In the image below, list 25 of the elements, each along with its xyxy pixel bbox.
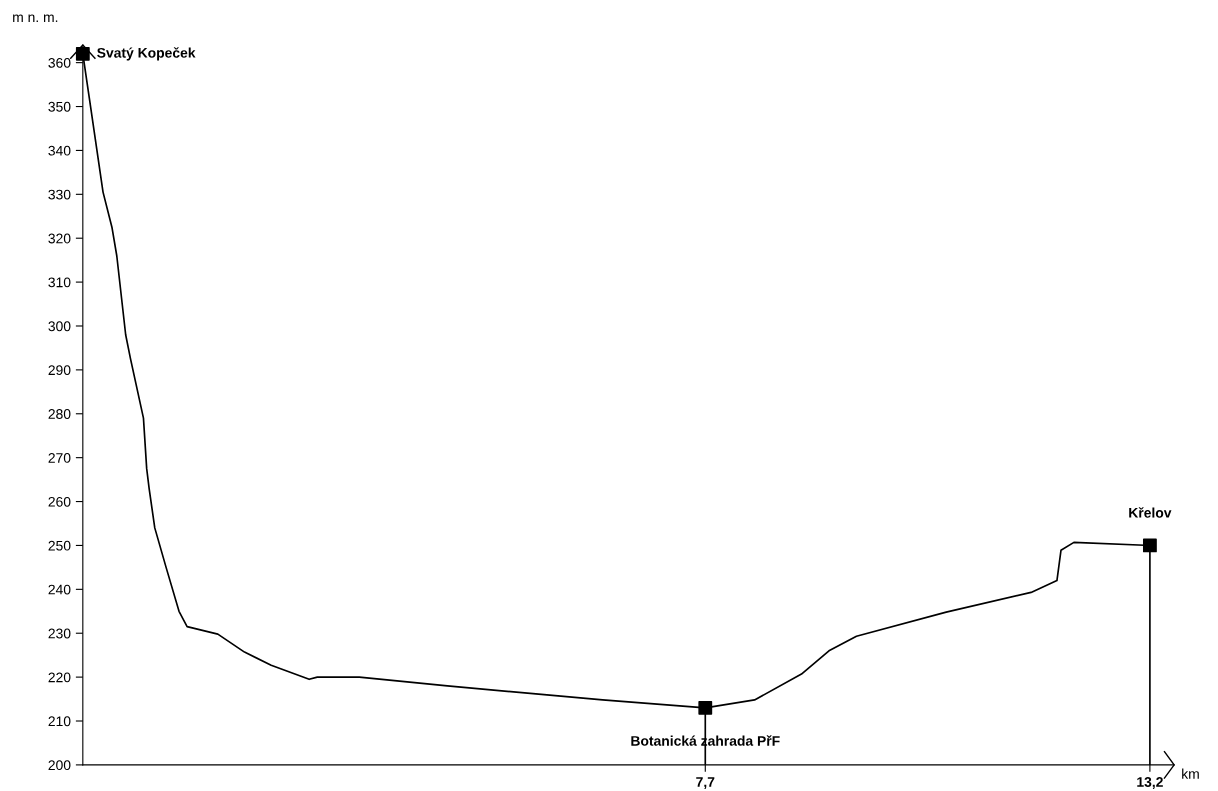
y-tick-label: 330 [48,189,71,200]
point [698,700,713,715]
y-tick-label: 320 [48,233,71,244]
y-tick-label: 290 [48,365,71,376]
y-tick-label: 210 [48,716,71,727]
x-tick-label: 7,7 [696,777,715,789]
y-tick-label: 220 [48,672,71,683]
y-tick-label: 340 [48,145,71,156]
y-tick-label: 310 [48,277,71,288]
y-tick-label: 230 [48,628,71,639]
y-tick-label: 240 [48,584,71,595]
y-tick-label: 300 [48,321,71,332]
y-axis-title: m n. m. [13,14,58,22]
point [1142,538,1157,553]
y-tick-label: 350 [48,101,71,112]
x-tick-label: 13,2 [1137,777,1163,789]
annotation: Křelov [1129,507,1172,518]
y-tick-label: 360 [48,57,71,68]
annotation: Svatý Kopeček [97,47,196,61]
y-tick-label: 260 [48,496,71,507]
y-tick-label: 270 [48,453,71,463]
y-tick-label: 200 [48,760,71,771]
y-tick-label: 250 [48,540,71,551]
x-axis-title: km [1182,768,1199,779]
y-tick-label: 280 [48,409,71,419]
